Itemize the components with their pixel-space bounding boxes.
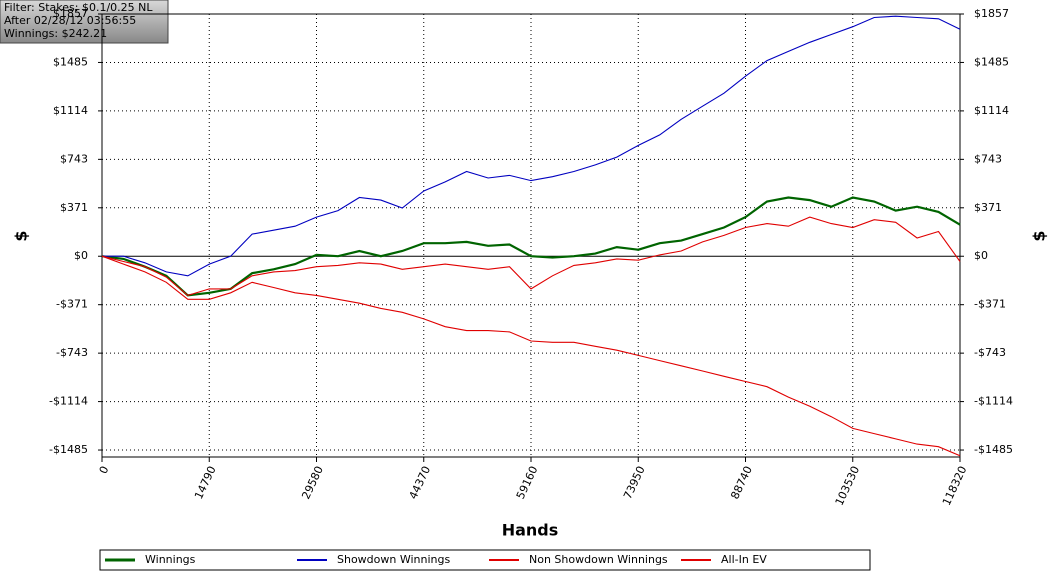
legend (99, 549, 871, 571)
y-tick-label: $743 (60, 152, 88, 165)
y2-tick-label: $1485 (974, 55, 1009, 68)
y-tick-label: -$743 (56, 346, 88, 359)
y-tick-label: $1857 (53, 7, 88, 20)
legend-label: All-In EV (721, 553, 767, 566)
y2-tick-label: $1114 (974, 104, 1009, 117)
filter-text: After 02/28/12 03:56:55 (4, 14, 136, 27)
y-tick-label: $1485 (53, 55, 88, 68)
y-tick-label: -$1485 (49, 443, 88, 456)
legend-label: Winnings (145, 553, 196, 566)
y2-tick-label: $371 (974, 201, 1002, 214)
y2-tick-label: -$743 (974, 346, 1006, 359)
filter-text: Winnings: $242.21 (4, 27, 107, 40)
y2-tick-label: $1857 (974, 7, 1009, 20)
x-tick-label: 0 (97, 464, 112, 476)
series-line (102, 15, 961, 277)
x-axis-label: Hands (502, 521, 559, 540)
y-tick-label: -$1114 (49, 395, 88, 408)
legend-label: Non Showdown Winnings (529, 553, 668, 566)
filter-text: Filter: Stakes: $0.1/0.25 NL (4, 1, 153, 14)
y2-tick-label: -$1485 (974, 443, 1013, 456)
series-line (101, 216, 961, 297)
y-axis-label: $ (12, 230, 31, 241)
y-tick-label: -$371 (56, 298, 88, 311)
y2-tick-label: $0 (974, 249, 988, 262)
legend-label: Showdown Winnings (337, 553, 451, 566)
y-tick-label: $1114 (53, 104, 88, 117)
series-line (101, 255, 961, 457)
y-tick-label: $371 (60, 201, 88, 214)
y2-tick-label: -$1114 (974, 395, 1013, 408)
y2-tick-label: $743 (974, 152, 1002, 165)
series-line (101, 196, 961, 297)
y2-axis-label: $ (1030, 230, 1049, 241)
y2-tick-label: -$371 (974, 298, 1006, 311)
y-tick-label: $0 (74, 249, 88, 262)
filter-box (0, 0, 169, 44)
